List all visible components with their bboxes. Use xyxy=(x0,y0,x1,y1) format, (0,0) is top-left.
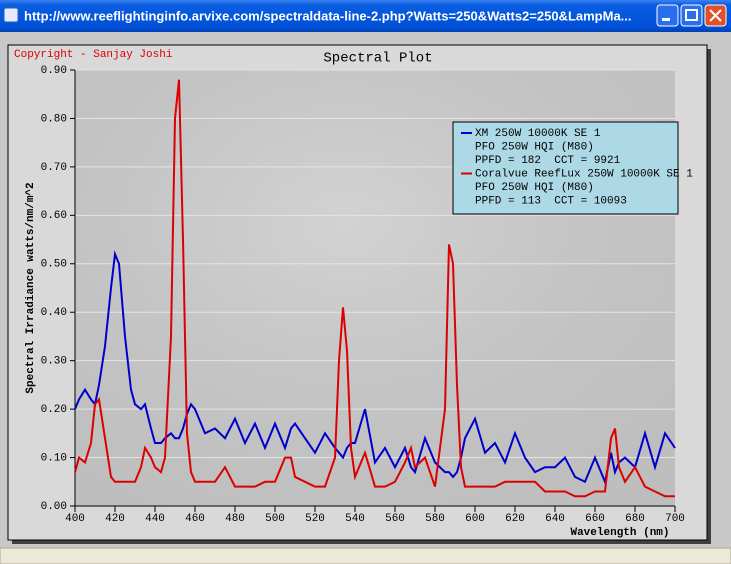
legend-detail: PFO 250W HQI (M80) xyxy=(475,182,594,194)
x-tick-label: 500 xyxy=(265,513,285,525)
series-line xyxy=(74,79,675,498)
y-axis-label: Spectral Irradiance watts/nm/m^2 xyxy=(25,182,37,393)
window-title: http://www.reeflightinginfo.arvixe.com/s… xyxy=(24,8,632,23)
x-tick-label: 700 xyxy=(665,513,685,525)
x-tick-label: 640 xyxy=(545,513,565,525)
x-tick-label: 540 xyxy=(345,513,365,525)
y-tick-label: 0.50 xyxy=(41,259,67,271)
x-tick-label: 420 xyxy=(105,513,125,525)
x-tick-label: 600 xyxy=(465,513,485,525)
x-tick-label: 520 xyxy=(305,513,325,525)
y-tick-label: 0.60 xyxy=(41,210,67,222)
x-tick-label: 620 xyxy=(505,513,525,525)
y-tick-label: 0.90 xyxy=(41,65,67,77)
status-bar xyxy=(0,547,731,564)
y-tick-label: 0.40 xyxy=(41,307,67,319)
legend-detail: PPFD = 182 CCT = 9921 xyxy=(475,155,621,167)
chart-title: Spectral Plot xyxy=(323,51,432,67)
minimize-button[interactable] xyxy=(656,4,679,27)
y-tick-label: 0.30 xyxy=(41,356,67,368)
x-tick-label: 560 xyxy=(385,513,405,525)
legend-detail: PFO 250W HQI (M80) xyxy=(475,141,594,153)
x-tick-label: 580 xyxy=(425,513,445,525)
y-tick-label: 0.70 xyxy=(41,162,67,174)
x-tick-label: 480 xyxy=(225,513,245,525)
x-tick-label: 460 xyxy=(185,513,205,525)
series-line xyxy=(74,250,676,486)
x-axis-label: Wavelength (nm) xyxy=(570,527,669,539)
title-bar xyxy=(0,0,731,32)
page-icon xyxy=(3,7,19,23)
x-tick-label: 400 xyxy=(65,513,85,525)
close-button[interactable] xyxy=(704,4,727,27)
legend-label: Coralvue ReefLux 250W 10000K SE 1 xyxy=(475,168,693,180)
y-tick-label: 0.20 xyxy=(41,404,67,416)
x-tick-label: 440 xyxy=(145,513,165,525)
maximize-button[interactable] xyxy=(680,4,703,27)
y-tick-label: 0.00 xyxy=(41,501,67,513)
legend-detail: PPFD = 113 CCT = 10093 xyxy=(475,195,627,207)
legend-box xyxy=(452,121,679,215)
copyright: Copyright - Sanjay Joshi xyxy=(14,49,173,61)
x-tick-label: 660 xyxy=(585,513,605,525)
y-tick-label: 0.10 xyxy=(41,452,67,464)
legend-label: XM 250W 10000K SE 1 xyxy=(475,128,601,140)
x-tick-label: 680 xyxy=(625,513,645,525)
y-tick-label: 0.80 xyxy=(41,113,67,125)
